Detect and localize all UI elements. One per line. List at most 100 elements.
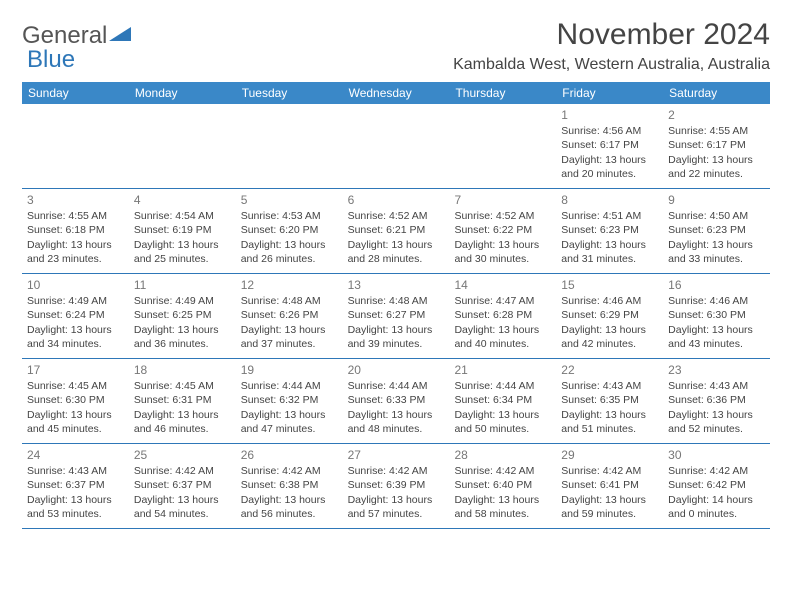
day-number: 4 [134,192,231,208]
day-number: 2 [668,107,765,123]
day-number: 12 [241,277,338,293]
daylight-text: Daylight: 13 hours and 36 minutes. [134,323,231,351]
day-cell: 12Sunrise: 4:48 AMSunset: 6:26 PMDayligh… [236,274,343,358]
day-number: 27 [348,447,445,463]
sunset-text: Sunset: 6:30 PM [668,308,765,322]
day-number: 23 [668,362,765,378]
sunset-text: Sunset: 6:40 PM [454,478,551,492]
day-cell: 9Sunrise: 4:50 AMSunset: 6:23 PMDaylight… [663,189,770,273]
day-cell: 7Sunrise: 4:52 AMSunset: 6:22 PMDaylight… [449,189,556,273]
daylight-text: Daylight: 13 hours and 31 minutes. [561,238,658,266]
sunset-text: Sunset: 6:32 PM [241,393,338,407]
day-cell: 28Sunrise: 4:42 AMSunset: 6:40 PMDayligh… [449,444,556,528]
daylight-text: Daylight: 13 hours and 51 minutes. [561,408,658,436]
day-cell [22,104,129,188]
day-number: 8 [561,192,658,208]
sunset-text: Sunset: 6:18 PM [27,223,124,237]
daylight-text: Daylight: 13 hours and 33 minutes. [668,238,765,266]
daylight-text: Daylight: 13 hours and 37 minutes. [241,323,338,351]
day-number: 20 [348,362,445,378]
day-number: 17 [27,362,124,378]
sunset-text: Sunset: 6:19 PM [134,223,231,237]
daylight-text: Daylight: 13 hours and 50 minutes. [454,408,551,436]
day-number: 6 [348,192,445,208]
day-cell: 18Sunrise: 4:45 AMSunset: 6:31 PMDayligh… [129,359,236,443]
calendar: Sunday Monday Tuesday Wednesday Thursday… [22,82,770,529]
day-cell: 3Sunrise: 4:55 AMSunset: 6:18 PMDaylight… [22,189,129,273]
day-cell [449,104,556,188]
day-cell: 26Sunrise: 4:42 AMSunset: 6:38 PMDayligh… [236,444,343,528]
day-cell: 25Sunrise: 4:42 AMSunset: 6:37 PMDayligh… [129,444,236,528]
daylight-text: Daylight: 13 hours and 48 minutes. [348,408,445,436]
sunrise-text: Sunrise: 4:47 AM [454,294,551,308]
weeks-container: 1Sunrise: 4:56 AMSunset: 6:17 PMDaylight… [22,104,770,529]
week-row: 17Sunrise: 4:45 AMSunset: 6:30 PMDayligh… [22,359,770,444]
sunset-text: Sunset: 6:36 PM [668,393,765,407]
sunset-text: Sunset: 6:37 PM [134,478,231,492]
daylight-text: Daylight: 13 hours and 43 minutes. [668,323,765,351]
sunrise-text: Sunrise: 4:48 AM [348,294,445,308]
daylight-text: Daylight: 13 hours and 47 minutes. [241,408,338,436]
day-cell: 6Sunrise: 4:52 AMSunset: 6:21 PMDaylight… [343,189,450,273]
day-number: 25 [134,447,231,463]
sunrise-text: Sunrise: 4:46 AM [668,294,765,308]
daylight-text: Daylight: 13 hours and 59 minutes. [561,493,658,521]
sunset-text: Sunset: 6:33 PM [348,393,445,407]
day-cell: 20Sunrise: 4:44 AMSunset: 6:33 PMDayligh… [343,359,450,443]
page-header: General November 2024 Kambalda West, Wes… [22,18,770,74]
sunset-text: Sunset: 6:17 PM [668,138,765,152]
day-cell: 14Sunrise: 4:47 AMSunset: 6:28 PMDayligh… [449,274,556,358]
day-number: 5 [241,192,338,208]
day-cell: 13Sunrise: 4:48 AMSunset: 6:27 PMDayligh… [343,274,450,358]
day-number: 19 [241,362,338,378]
sunset-text: Sunset: 6:34 PM [454,393,551,407]
logo-triangle-icon [109,27,131,45]
sunset-text: Sunset: 6:26 PM [241,308,338,322]
dayhead-fri: Friday [556,82,663,104]
daylight-text: Daylight: 13 hours and 54 minutes. [134,493,231,521]
sunset-text: Sunset: 6:30 PM [27,393,124,407]
sunrise-text: Sunrise: 4:55 AM [668,124,765,138]
logo-text-2: Blue [27,46,75,74]
sunrise-text: Sunrise: 4:42 AM [668,464,765,478]
sunrise-text: Sunrise: 4:50 AM [668,209,765,223]
daylight-text: Daylight: 13 hours and 42 minutes. [561,323,658,351]
day-number: 28 [454,447,551,463]
week-row: 1Sunrise: 4:56 AMSunset: 6:17 PMDaylight… [22,104,770,189]
sunset-text: Sunset: 6:23 PM [668,223,765,237]
day-cell: 27Sunrise: 4:42 AMSunset: 6:39 PMDayligh… [343,444,450,528]
dayhead-sat: Saturday [663,82,770,104]
day-number: 11 [134,277,231,293]
week-row: 10Sunrise: 4:49 AMSunset: 6:24 PMDayligh… [22,274,770,359]
sunrise-text: Sunrise: 4:42 AM [561,464,658,478]
daylight-text: Daylight: 13 hours and 53 minutes. [27,493,124,521]
sunset-text: Sunset: 6:42 PM [668,478,765,492]
sunrise-text: Sunrise: 4:46 AM [561,294,658,308]
daylight-text: Daylight: 13 hours and 45 minutes. [27,408,124,436]
sunset-text: Sunset: 6:35 PM [561,393,658,407]
location-subtitle: Kambalda West, Western Australia, Austra… [453,56,770,74]
daylight-text: Daylight: 13 hours and 46 minutes. [134,408,231,436]
day-number: 14 [454,277,551,293]
daylight-text: Daylight: 13 hours and 22 minutes. [668,153,765,181]
day-cell: 16Sunrise: 4:46 AMSunset: 6:30 PMDayligh… [663,274,770,358]
sunrise-text: Sunrise: 4:45 AM [134,379,231,393]
sunrise-text: Sunrise: 4:42 AM [454,464,551,478]
day-cell [343,104,450,188]
day-cell: 5Sunrise: 4:53 AMSunset: 6:20 PMDaylight… [236,189,343,273]
daylight-text: Daylight: 13 hours and 23 minutes. [27,238,124,266]
dayhead-thu: Thursday [449,82,556,104]
sunrise-text: Sunrise: 4:51 AM [561,209,658,223]
dayhead-wed: Wednesday [343,82,450,104]
week-row: 24Sunrise: 4:43 AMSunset: 6:37 PMDayligh… [22,444,770,529]
sunrise-text: Sunrise: 4:52 AM [454,209,551,223]
day-number: 26 [241,447,338,463]
daylight-text: Daylight: 13 hours and 40 minutes. [454,323,551,351]
sunrise-text: Sunrise: 4:53 AM [241,209,338,223]
sunrise-text: Sunrise: 4:52 AM [348,209,445,223]
day-cell: 15Sunrise: 4:46 AMSunset: 6:29 PMDayligh… [556,274,663,358]
day-cell [236,104,343,188]
day-cell: 22Sunrise: 4:43 AMSunset: 6:35 PMDayligh… [556,359,663,443]
sunset-text: Sunset: 6:29 PM [561,308,658,322]
sunrise-text: Sunrise: 4:44 AM [241,379,338,393]
